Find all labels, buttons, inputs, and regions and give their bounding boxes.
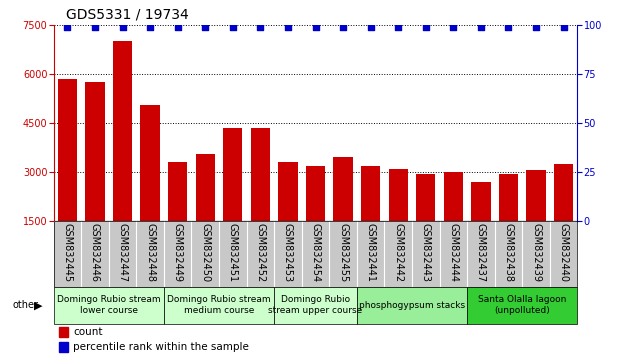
Bar [389, 169, 408, 270]
Point [200, 24, 210, 30]
Text: phosphogypsum stacks: phosphogypsum stacks [359, 301, 465, 310]
Point [173, 24, 183, 30]
Bar [467, 287, 577, 324]
Point [256, 24, 266, 30]
Point [310, 24, 321, 30]
Bar [196, 154, 215, 270]
Point [365, 24, 375, 30]
Text: GSM832450: GSM832450 [200, 223, 210, 282]
Bar [526, 171, 546, 270]
Text: GSM832437: GSM832437 [476, 223, 486, 282]
Bar [416, 174, 435, 270]
Text: GSM832452: GSM832452 [256, 223, 266, 282]
Text: GSM832449: GSM832449 [173, 223, 183, 282]
Text: GSM832442: GSM832442 [393, 223, 403, 282]
Bar [278, 162, 298, 270]
Point [283, 24, 293, 30]
Bar [274, 287, 357, 324]
Bar [141, 105, 160, 270]
Point [90, 24, 100, 30]
Text: count: count [73, 327, 102, 337]
Point [421, 24, 431, 30]
Bar [306, 166, 325, 270]
Bar [58, 79, 77, 270]
Point [504, 24, 514, 30]
Point [117, 24, 127, 30]
Bar [59, 342, 68, 352]
Point [476, 24, 486, 30]
Text: GSM832448: GSM832448 [145, 223, 155, 282]
Bar [357, 287, 467, 324]
Point [448, 24, 458, 30]
Text: GSM832438: GSM832438 [504, 223, 514, 282]
Text: Domingo Rubio stream
medium course: Domingo Rubio stream medium course [167, 295, 271, 315]
Bar [251, 128, 270, 270]
Bar [444, 172, 463, 270]
Bar [554, 164, 573, 270]
Point [145, 24, 155, 30]
Bar [85, 82, 105, 270]
Text: Domingo Rubio stream
lower course: Domingo Rubio stream lower course [57, 295, 160, 315]
Text: Domingo Rubio
stream upper course: Domingo Rubio stream upper course [268, 295, 363, 315]
Text: GSM832451: GSM832451 [228, 223, 238, 282]
Point [393, 24, 403, 30]
Point [531, 24, 541, 30]
Bar [164, 287, 274, 324]
Text: GSM832455: GSM832455 [338, 223, 348, 282]
Bar [471, 182, 490, 270]
Bar [168, 162, 187, 270]
Text: percentile rank within the sample: percentile rank within the sample [73, 342, 249, 352]
Text: GSM832441: GSM832441 [365, 223, 375, 282]
Text: GSM832445: GSM832445 [62, 223, 73, 282]
Bar [333, 158, 353, 270]
Text: other: other [13, 300, 38, 310]
Bar [361, 166, 380, 270]
Bar [54, 287, 164, 324]
Text: GSM832439: GSM832439 [531, 223, 541, 282]
Bar [59, 327, 68, 337]
Point [558, 24, 569, 30]
Text: GSM832447: GSM832447 [117, 223, 127, 282]
Bar [223, 128, 242, 270]
Text: GSM832440: GSM832440 [558, 223, 569, 282]
Bar [498, 174, 518, 270]
Text: GSM832443: GSM832443 [421, 223, 431, 282]
Text: GSM832453: GSM832453 [283, 223, 293, 282]
Point [228, 24, 238, 30]
Point [338, 24, 348, 30]
Text: ▶: ▶ [33, 300, 42, 310]
Point [62, 24, 73, 30]
Text: GDS5331 / 19734: GDS5331 / 19734 [66, 7, 189, 21]
Text: Santa Olalla lagoon
(unpolluted): Santa Olalla lagoon (unpolluted) [478, 295, 567, 315]
Bar [113, 41, 132, 270]
Text: GSM832444: GSM832444 [448, 223, 458, 282]
Text: GSM832446: GSM832446 [90, 223, 100, 282]
Text: GSM832454: GSM832454 [310, 223, 321, 282]
